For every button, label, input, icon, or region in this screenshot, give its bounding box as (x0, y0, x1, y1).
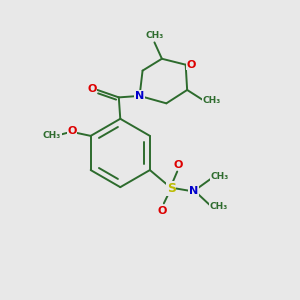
Text: O: O (158, 206, 167, 216)
Text: O: O (68, 126, 77, 136)
Text: O: O (173, 160, 182, 170)
Text: CH₃: CH₃ (203, 96, 221, 105)
Text: O: O (87, 84, 97, 94)
Text: CH₃: CH₃ (43, 131, 61, 140)
Text: O: O (187, 60, 196, 70)
Text: CH₃: CH₃ (211, 172, 229, 181)
Text: N: N (189, 186, 198, 196)
Text: N: N (135, 91, 144, 101)
Text: CH₃: CH₃ (209, 202, 227, 211)
Text: S: S (167, 182, 176, 195)
Text: CH₃: CH₃ (145, 32, 164, 40)
